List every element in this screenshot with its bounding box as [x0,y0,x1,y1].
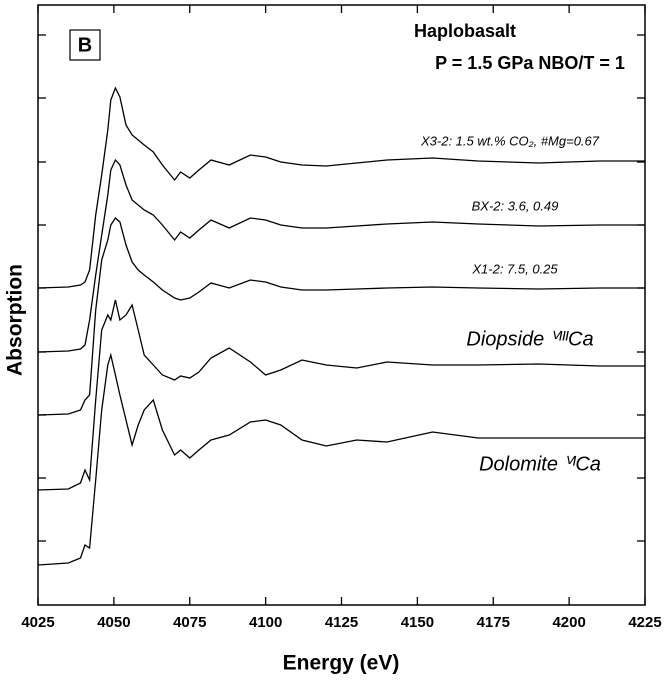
panel-box [69,29,101,61]
x-tick-label: 4050 [97,614,130,631]
x-tick-label: 4025 [21,614,54,631]
series-label: Dolomite ⱽᴵCa [479,453,601,475]
chart-subtitle: P = 1.5 GPa NBO/T = 1 [435,53,625,73]
plot-frame [37,4,646,606]
x-tick-label: 4150 [401,614,434,631]
series-label: Diopside ⱽᴵᴵᴵCa [466,328,593,350]
series-label: BX-2: 3.6, 0.49 [472,198,559,213]
series-label: X3-2: 1.5 wt.% CO₂, #Mg=0.67 [420,133,600,148]
panel-label: B [78,34,92,56]
x-tick-label: 4125 [325,614,358,631]
x-tick-label: 4100 [249,614,282,631]
y-axis-label: Absorption [4,264,27,376]
x-tick-label: 4200 [552,614,585,631]
x-axis-label: Energy (eV) [283,652,400,675]
x-tick-label: 4175 [477,614,510,631]
spectrum-line [37,217,645,416]
spectrum-line [37,352,645,566]
series-label: X1-2: 7.5, 0.25 [471,261,558,276]
chart-title: Haplobasalt [414,21,516,41]
x-tick-label: 4075 [173,614,206,631]
spectrum-line [37,299,645,491]
spectrum-line [37,86,645,289]
x-tick-label: 4225 [628,614,661,631]
spectrum-line [37,158,645,353]
